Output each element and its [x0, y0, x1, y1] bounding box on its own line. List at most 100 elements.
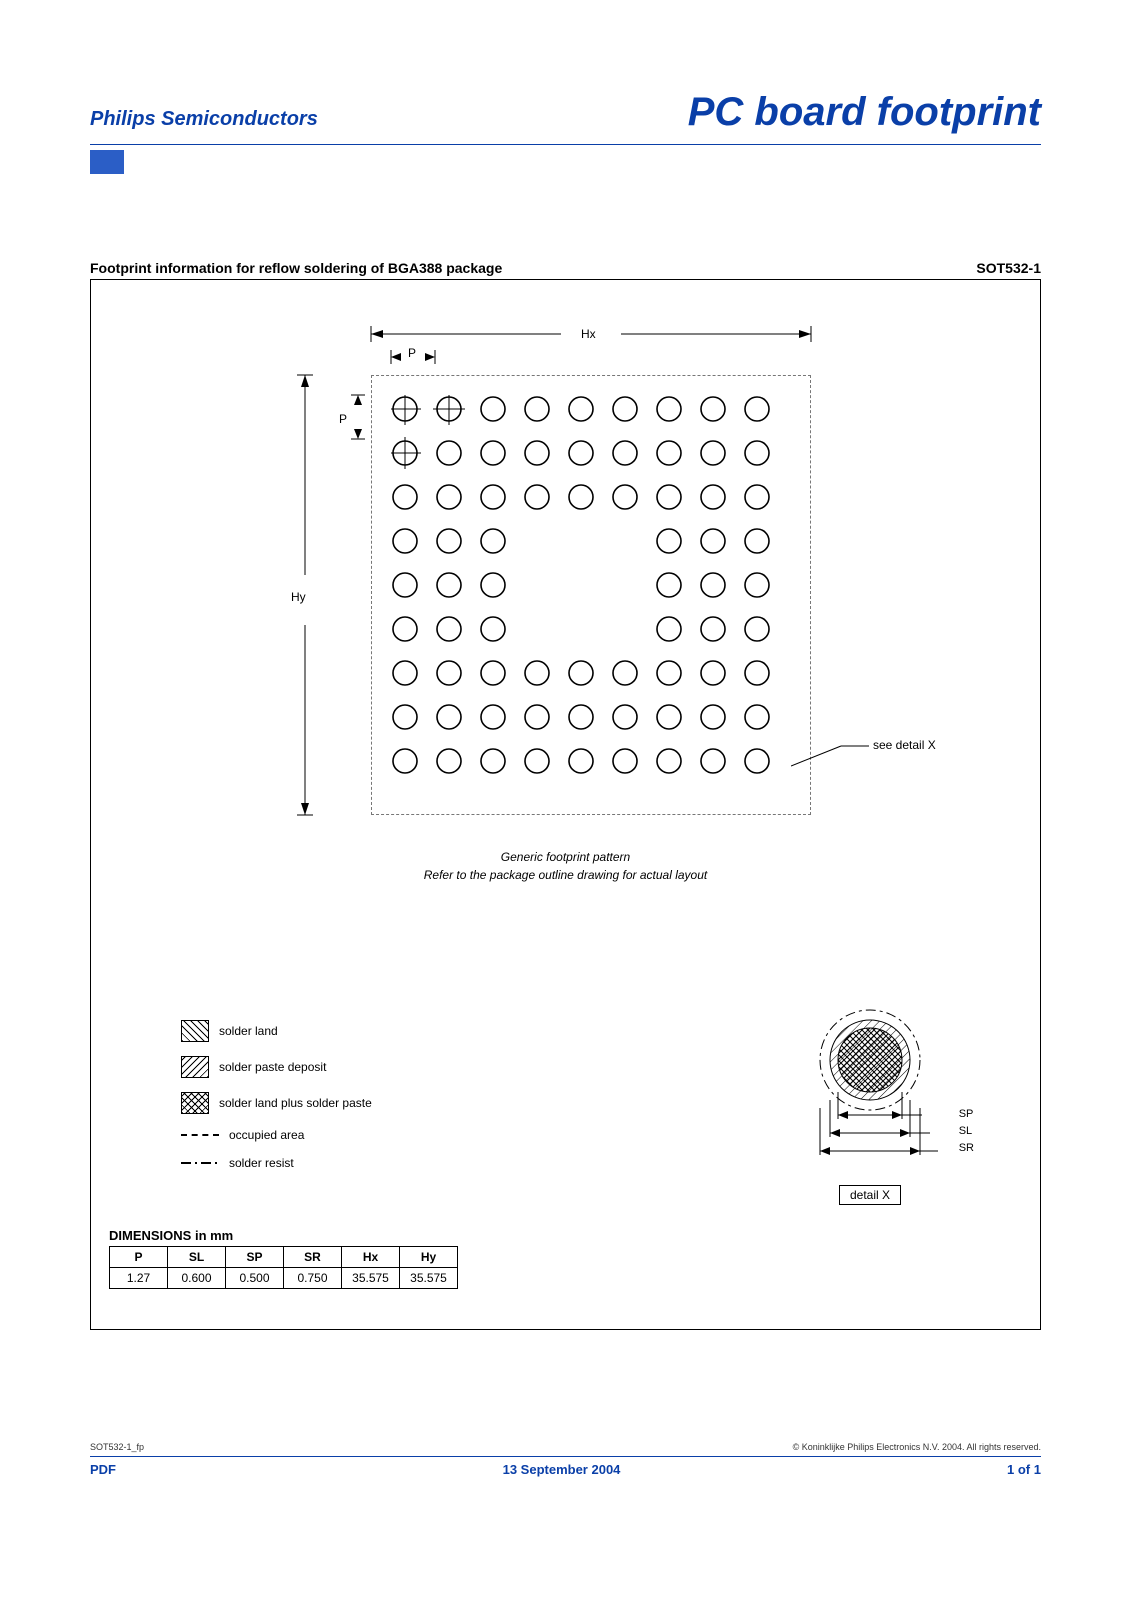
footprint-title: Footprint information for reflow solderi… — [90, 260, 502, 276]
pad-circle — [481, 529, 505, 553]
pad-circle — [745, 617, 769, 641]
pad-circle — [701, 617, 725, 641]
table-cell: 0.500 — [226, 1268, 284, 1289]
pad-circle — [437, 529, 461, 553]
pad-circle — [525, 441, 549, 465]
legend-solder-paste-label: solder paste deposit — [219, 1060, 326, 1074]
pad-circle — [393, 485, 417, 509]
pad-circle — [393, 749, 417, 773]
pad-circle — [657, 397, 681, 421]
table-cell: 35.575 — [400, 1268, 458, 1289]
pad-circle — [701, 529, 725, 553]
pad-circle — [657, 441, 681, 465]
pad-circle — [745, 441, 769, 465]
table-header-cell: Hx — [342, 1247, 400, 1268]
pad-circle — [525, 397, 549, 421]
pad-circle — [657, 749, 681, 773]
pad-circle — [745, 529, 769, 553]
dimensions-table: PSLSPSRHxHy 1.270.6000.5000.75035.57535.… — [109, 1246, 458, 1289]
legend-occupied-label: occupied area — [229, 1128, 304, 1142]
detail-sl-label: SL — [959, 1125, 974, 1137]
pad-circle — [745, 661, 769, 685]
dimensions-heading: DIMENSIONS in mm — [109, 1228, 233, 1243]
pad-circle — [481, 705, 505, 729]
footprint-title-row: Footprint information for reflow solderi… — [90, 260, 1041, 280]
table-cell: 35.575 — [342, 1268, 400, 1289]
pad-circle — [525, 749, 549, 773]
pad-circle — [481, 617, 505, 641]
header-rule — [90, 144, 1041, 145]
pad-circle — [657, 661, 681, 685]
legend-solder-land-label: solder land — [219, 1024, 278, 1038]
page-title: PC board footprint — [688, 90, 1041, 135]
copyright: © Koninklijke Philips Electronics N.V. 2… — [793, 1442, 1041, 1452]
pad-circle — [569, 397, 593, 421]
swatch-solder-paste — [181, 1056, 209, 1078]
detail-sr-label: SR — [959, 1142, 974, 1154]
footnote-row: SOT532-1_fp © Koninklijke Philips Electr… — [90, 1442, 1041, 1452]
table-cell: 1.27 — [110, 1268, 168, 1289]
pad-circle — [745, 485, 769, 509]
swatch-solder-both — [181, 1092, 209, 1114]
p-v-label: P — [339, 412, 347, 426]
pad-circle — [393, 573, 417, 597]
page-header: Philips Semiconductors PC board footprin… — [90, 90, 1041, 150]
pad-circle — [613, 397, 637, 421]
pad-circle — [657, 617, 681, 641]
see-detail-leader — [791, 742, 871, 772]
pad-circle — [481, 573, 505, 597]
table-header-cell: SP — [226, 1247, 284, 1268]
swatch-solder-land — [181, 1020, 209, 1042]
doc-id: SOT532-1_fp — [90, 1442, 144, 1452]
pad-circle — [569, 705, 593, 729]
pad-circle — [481, 661, 505, 685]
legend-resist-label: solder resist — [229, 1156, 294, 1170]
pad-circle — [525, 705, 549, 729]
pad-circle — [569, 661, 593, 685]
footer-rule — [90, 1456, 1041, 1457]
table-row: 1.270.6000.5000.75035.57535.575 — [110, 1268, 458, 1289]
pad-circle — [437, 617, 461, 641]
pad-grid — [391, 395, 811, 815]
pad-circle — [701, 573, 725, 597]
brand-text: Philips Semiconductors — [90, 108, 318, 131]
footer-row: PDF 13 September 2004 1 of 1 — [90, 1462, 1041, 1477]
swatch-occupied — [181, 1134, 219, 1136]
detail-x-area: SP SL SR detail X — [770, 1000, 970, 1205]
pad-circle — [393, 617, 417, 641]
pad-circle — [613, 441, 637, 465]
page: Philips Semiconductors PC board footprin… — [90, 90, 1041, 1510]
table-header-cell: SR — [284, 1247, 342, 1268]
p-horizontal-dimension — [389, 348, 449, 368]
pad-circle — [613, 705, 637, 729]
p-vertical-dimension — [349, 393, 369, 453]
pad-circle — [437, 661, 461, 685]
package-code: SOT532-1 — [976, 260, 1041, 276]
pad-circle — [481, 485, 505, 509]
pad-circle — [525, 661, 549, 685]
pad-circle — [437, 573, 461, 597]
accent-block — [90, 150, 124, 174]
pad-circle — [437, 485, 461, 509]
pad-circle — [745, 573, 769, 597]
table-header-cell: SL — [168, 1247, 226, 1268]
legend: solder land solder paste deposit solder … — [181, 1020, 372, 1184]
legend-solder-paste: solder paste deposit — [181, 1056, 372, 1078]
footer-date: 13 September 2004 — [503, 1462, 621, 1477]
pad-circle — [393, 705, 417, 729]
legend-solder-both-label: solder land plus solder paste — [219, 1096, 372, 1110]
caption-generic: Generic footprint pattern — [91, 850, 1040, 864]
hx-label: Hx — [581, 327, 596, 341]
pad-circle — [745, 705, 769, 729]
pad-circle — [437, 749, 461, 773]
pad-circle — [613, 485, 637, 509]
detail-sp-label: SP — [959, 1108, 974, 1120]
pad-circle — [745, 397, 769, 421]
pad-circle — [481, 441, 505, 465]
see-detail-label: see detail X — [873, 738, 936, 752]
footer-page: 1 of 1 — [1007, 1462, 1041, 1477]
pad-circle — [701, 397, 725, 421]
detail-x-figure — [790, 1000, 950, 1170]
pad-circle — [569, 749, 593, 773]
pad-circle — [657, 705, 681, 729]
